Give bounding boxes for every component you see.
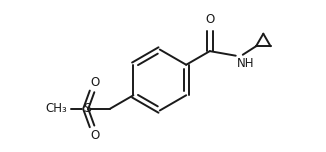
Text: CH₃: CH₃ xyxy=(45,102,67,115)
Text: O: O xyxy=(90,76,99,89)
Text: NH: NH xyxy=(237,57,254,70)
Text: O: O xyxy=(205,13,215,26)
Text: S: S xyxy=(83,102,91,115)
Text: O: O xyxy=(90,129,99,142)
